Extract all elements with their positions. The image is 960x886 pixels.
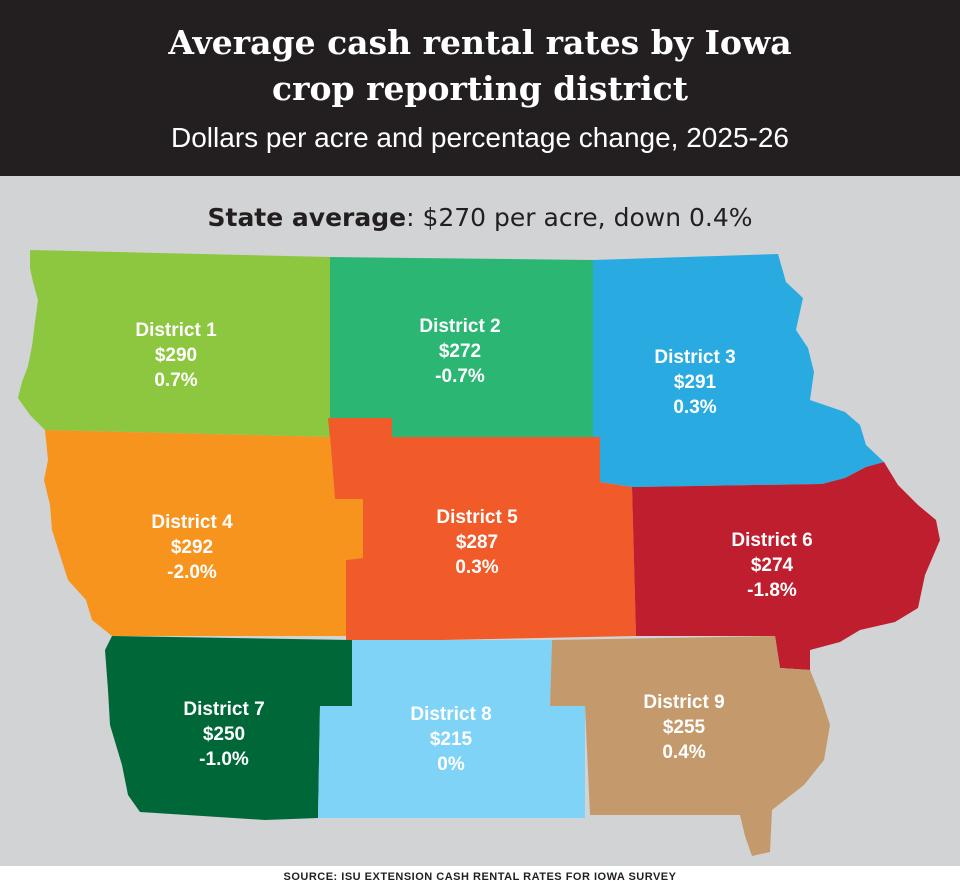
district-8-name: District 8 — [410, 704, 491, 725]
district-1-region[interactable] — [18, 250, 330, 437]
district-1-name: District 1 — [135, 320, 217, 341]
district-7-change: -1.0% — [199, 749, 249, 770]
district-3-rate: $291 — [674, 372, 717, 393]
district-8-change: 0% — [437, 754, 465, 775]
district-1-rate: $290 — [155, 345, 197, 366]
district-3-name: District 3 — [654, 347, 735, 368]
district-6-name: District 6 — [731, 530, 812, 551]
district-3-region[interactable] — [593, 254, 884, 487]
district-7-name: District 7 — [183, 699, 264, 720]
district-9-region[interactable] — [550, 636, 830, 856]
district-9-rate: $255 — [663, 717, 706, 738]
district-4-rate: $292 — [171, 537, 213, 558]
header-banner: Average cash rental rates by Iowa crop r… — [0, 0, 960, 176]
district-7-label: District 7 $250 -1.0% — [183, 699, 264, 770]
chart-subtitle: Dollars per acre and percentage change, … — [171, 122, 789, 153]
district-4-region[interactable] — [44, 430, 363, 636]
district-9-change: 0.4% — [662, 742, 705, 763]
district-2-region[interactable] — [328, 257, 593, 437]
title-line-2: crop reporting district — [272, 69, 688, 108]
district-2-change: -0.7% — [435, 366, 485, 387]
district-1-change: 0.7% — [154, 370, 197, 391]
district-5-name: District 5 — [436, 507, 518, 528]
district-4-label: District 4 $292 -2.0% — [151, 512, 233, 583]
chart-title: Average cash rental rates by Iowa crop r… — [0, 20, 960, 112]
title-line-1: Average cash rental rates by Iowa — [168, 23, 792, 62]
district-5-change: 0.3% — [455, 557, 498, 578]
state-average-label: State average — [207, 203, 407, 232]
district-4-name: District 4 — [151, 512, 233, 533]
source-note: SOURCE: ISU EXTENSION CASH RENTAL RATES … — [283, 871, 677, 883]
district-1-label: District 1 $290 0.7% — [135, 320, 217, 391]
state-average-value: : $270 per acre, down 0.4% — [406, 203, 753, 232]
district-3-label: District 3 $291 0.3% — [654, 347, 735, 418]
district-6-rate: $274 — [751, 555, 794, 576]
district-9-name: District 9 — [643, 692, 724, 713]
district-9-label: District 9 $255 0.4% — [643, 692, 724, 763]
district-2-rate: $272 — [439, 341, 481, 362]
district-2-name: District 2 — [419, 316, 500, 337]
district-6-change: -1.8% — [747, 580, 797, 601]
district-6-region[interactable] — [632, 462, 940, 670]
district-5-region[interactable] — [328, 418, 636, 642]
district-4-change: -2.0% — [167, 562, 217, 583]
district-7-region[interactable] — [105, 636, 352, 820]
district-5-label: District 5 $287 0.3% — [436, 507, 518, 578]
district-8-label: District 8 $215 0% — [410, 704, 491, 775]
district-3-change: 0.3% — [673, 397, 716, 418]
state-average: State average: $270 per acre, down 0.4% — [0, 200, 960, 236]
district-7-rate: $250 — [203, 724, 245, 745]
district-8-rate: $215 — [430, 729, 473, 750]
district-5-rate: $287 — [456, 532, 498, 553]
district-8-region[interactable] — [318, 640, 585, 818]
district-2-label: District 2 $272 -0.7% — [419, 316, 500, 387]
district-6-label: District 6 $274 -1.8% — [731, 530, 812, 601]
